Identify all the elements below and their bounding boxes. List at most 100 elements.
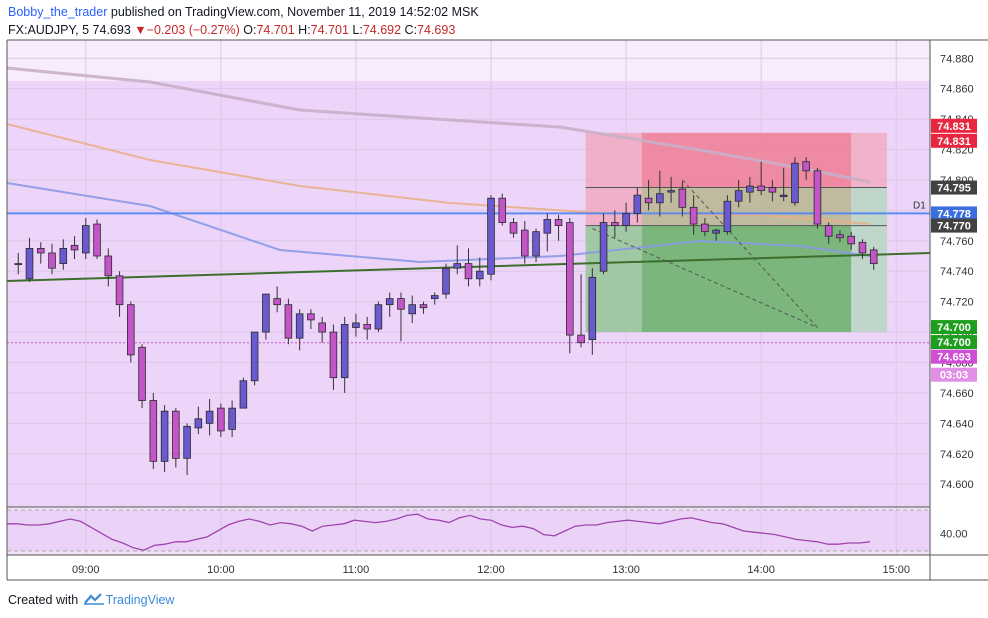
candle (250, 331, 259, 382)
candle (487, 197, 495, 275)
candle (14, 263, 23, 266)
candle (172, 410, 180, 459)
candle (430, 295, 439, 299)
candle (70, 244, 79, 251)
down-arrow-icon: ▼ (134, 23, 147, 37)
level-label-bg (931, 180, 977, 195)
candle (836, 234, 844, 239)
candle (115, 275, 124, 306)
candle (25, 248, 34, 280)
trade-zones (585, 132, 887, 333)
candle (779, 194, 788, 198)
level-label-bg (931, 206, 977, 221)
candle (869, 249, 878, 265)
candle (82, 225, 90, 254)
candle (318, 322, 326, 333)
tradingview-brand[interactable]: TradingView (105, 593, 175, 607)
created-with: Created with (8, 593, 79, 607)
candle (543, 219, 552, 234)
countdown-label-bg (931, 367, 977, 382)
candle (599, 222, 608, 272)
candle (746, 185, 754, 193)
candle (138, 346, 146, 401)
candle (149, 400, 158, 462)
stop-label-2: 74.831 (937, 136, 971, 148)
candle (532, 231, 540, 257)
candle (611, 222, 619, 226)
y-tick-label: 74.600 (940, 479, 974, 491)
candles (14, 157, 878, 476)
candle (127, 304, 135, 356)
level-label-bg (931, 218, 977, 233)
footer: Created with TradingView (8, 593, 174, 607)
close-label: C: (404, 23, 418, 37)
candle (363, 324, 371, 330)
candle (374, 304, 383, 330)
last-price-label-bg (931, 349, 977, 364)
high-value: 74.701 (310, 23, 349, 37)
candle (464, 263, 473, 280)
rsi-tick: 40.00 (940, 528, 968, 540)
candle (678, 188, 687, 208)
candle (284, 304, 293, 339)
candle (228, 407, 236, 430)
x-tick-label: 10:00 (207, 564, 235, 576)
candle (813, 170, 822, 225)
candle (723, 200, 732, 233)
y-tick-label: 74.740 (940, 266, 974, 278)
candle (734, 190, 743, 202)
candle (385, 298, 394, 306)
tradingview-logo-icon[interactable] (83, 593, 104, 605)
trend-lines: D1 (6, 179, 931, 344)
y-tick-label: 74.640 (940, 418, 974, 430)
target-label-bg (931, 320, 977, 335)
ma-mid (6, 123, 871, 225)
candle (712, 229, 720, 234)
symbol[interactable]: FX:AUDJPY, 5 (8, 23, 90, 37)
rsi-panel: 40.00 (7, 509, 968, 552)
candle (791, 162, 799, 204)
username[interactable]: Bobby_the_trader (8, 5, 108, 19)
target-zone-2 (641, 225, 852, 333)
level-label: 74.770 (937, 221, 971, 233)
stop-label-bg (931, 118, 977, 133)
candle (566, 222, 574, 336)
candle (701, 223, 709, 233)
price-change: −0.203 (−0.27%) (146, 23, 240, 37)
candle (59, 248, 68, 265)
open-value: 74.701 (256, 23, 295, 37)
high-label: H: (298, 23, 311, 37)
ohlc-line: FX:AUDJPY, 5 74.693 ▼−0.203 (−0.27%) O:7… (8, 23, 455, 37)
candle (340, 324, 349, 379)
close-value: 74.693 (417, 23, 456, 37)
candle (273, 298, 281, 306)
candle (48, 252, 56, 269)
countdown-label: 03:03 (940, 370, 968, 382)
candle (802, 161, 810, 172)
candle (824, 225, 833, 237)
candle (262, 293, 270, 333)
candle (239, 380, 248, 409)
y-tick-label: 74.760 (940, 236, 974, 248)
candle (419, 304, 428, 309)
candle (768, 187, 777, 193)
candle (397, 298, 405, 310)
candle (644, 197, 653, 204)
candle (667, 190, 675, 193)
stop-label: 74.831 (937, 121, 971, 133)
d1-label: D1 (913, 200, 926, 211)
ma-slow (6, 66, 871, 184)
candle (498, 197, 507, 223)
x-tick-label: 13:00 (612, 564, 640, 576)
target-zone-3 (851, 187, 887, 333)
last-price: 74.693 (92, 23, 131, 37)
last-price-label: 74.693 (937, 352, 971, 364)
projection-arrow-2 (681, 179, 818, 328)
candle (475, 270, 484, 280)
candle (622, 213, 630, 226)
candle (93, 223, 101, 257)
candle (757, 185, 765, 191)
candle (352, 322, 360, 328)
